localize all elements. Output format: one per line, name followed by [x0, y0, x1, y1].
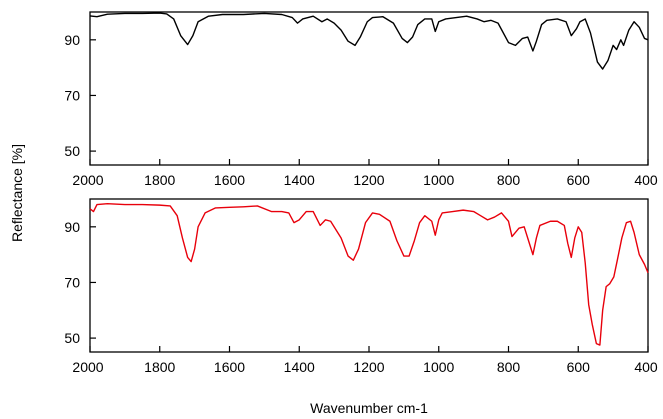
top-x-tick-label: 1200 — [353, 172, 384, 188]
top-x-tick-label: 600 — [567, 172, 591, 188]
bottom-x-tick-label: 800 — [497, 359, 521, 375]
bottom-x-tick-label: 1800 — [144, 359, 175, 375]
top-panel: 50 70 90 2000 1800 1600 1400 1200 1000 800 600 400 — [64, 11, 658, 188]
bottom-y-tick-label: 90 — [64, 219, 80, 235]
bottom-panel: 50 70 90 2000 1800 1600 1400 1200 1000 800 600 400 — [64, 198, 658, 375]
top-plot-frame — [89, 11, 649, 166]
top-x-tick-label: 1800 — [144, 172, 175, 188]
bottom-x-tick-label: 600 — [567, 359, 591, 375]
bottom-x-tick-label: 2000 — [72, 359, 103, 375]
top-y-tick-label: 90 — [64, 32, 80, 48]
top-x-tick-label: 1000 — [423, 172, 454, 188]
top-y-tick-label: 70 — [64, 87, 80, 103]
bottom-y-tick-label: 70 — [64, 274, 80, 290]
top-y-tick-label: 50 — [64, 143, 80, 159]
bottom-x-tick-label: 1400 — [284, 359, 315, 375]
top-x-tick-label: 2000 — [72, 172, 103, 188]
top-x-tick-label: 1400 — [284, 172, 315, 188]
x-axis-label: Wavenumber cm-1 — [310, 400, 428, 416]
bottom-x-tick-label: 1200 — [353, 359, 384, 375]
top-x-tick-label: 1600 — [214, 172, 245, 188]
top-series-line — [89, 12, 649, 70]
y-axis-label: Reflectance [%] — [9, 144, 25, 242]
bottom-x-tick-label: 400 — [634, 359, 658, 375]
bottom-plot-frame — [89, 198, 649, 353]
bottom-x-tick-label: 1000 — [423, 359, 454, 375]
bottom-y-tick-label: 50 — [64, 330, 80, 346]
bottom-series-line — [89, 203, 649, 346]
bottom-x-tick-label: 1600 — [214, 359, 245, 375]
top-x-tick-label: 800 — [497, 172, 521, 188]
top-x-tick-label: 400 — [634, 172, 658, 188]
